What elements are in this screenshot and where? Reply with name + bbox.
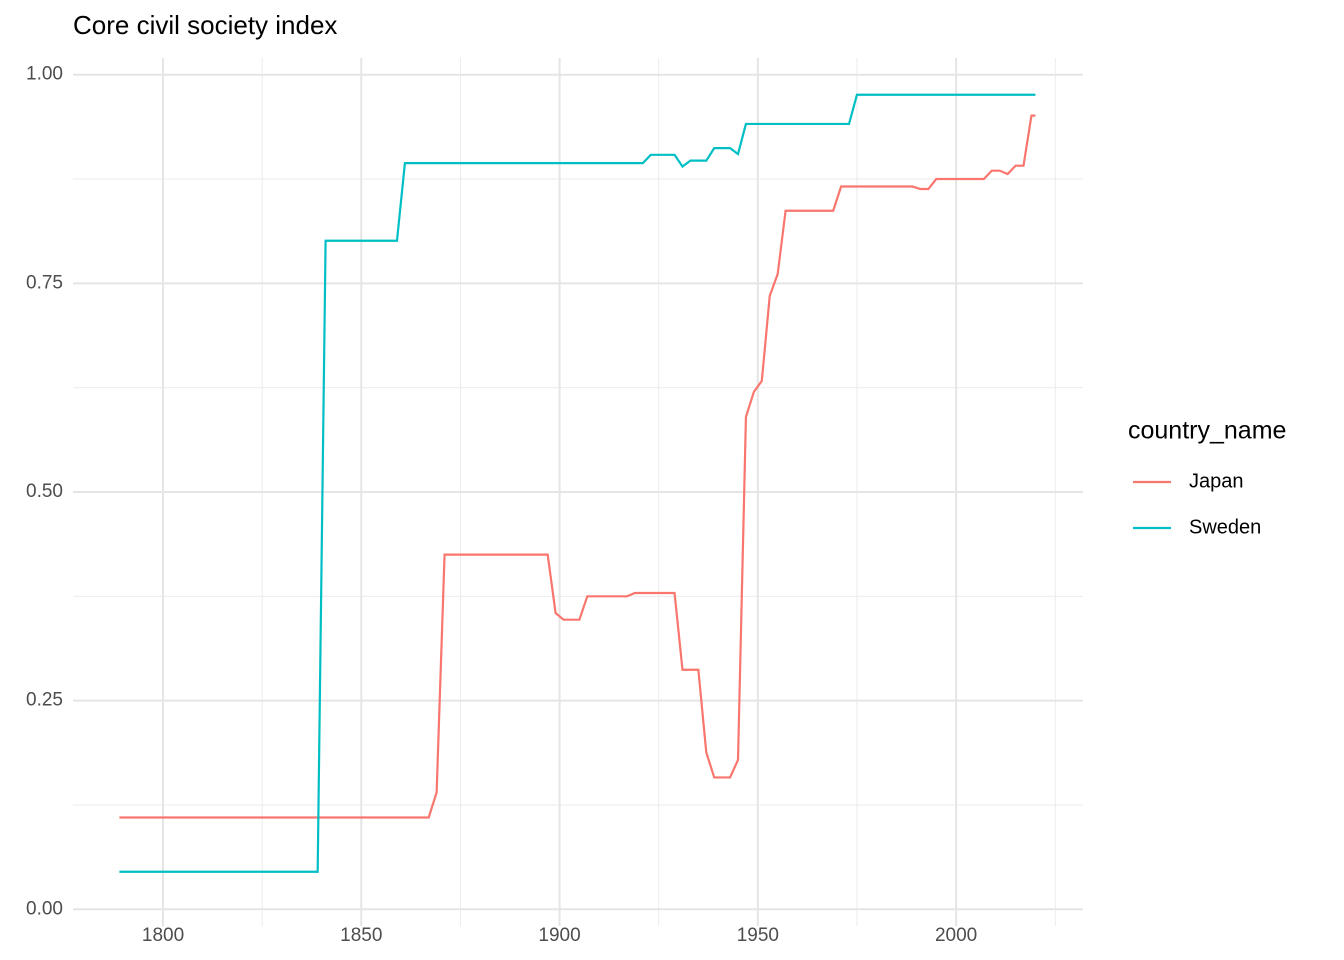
y-tick-label: 0.50 bbox=[26, 481, 63, 502]
x-tick-label: 1900 bbox=[538, 925, 580, 946]
series-line bbox=[119, 114, 1036, 819]
x-tick-label: 1800 bbox=[142, 925, 184, 946]
x-tick-label: 1950 bbox=[737, 925, 779, 946]
series-line bbox=[119, 93, 1036, 873]
y-tick-label: 1.00 bbox=[26, 64, 63, 85]
legend-label: Japan bbox=[1189, 470, 1244, 492]
y-tick-label: 0.75 bbox=[26, 272, 63, 293]
legend-label: Sweden bbox=[1189, 516, 1261, 538]
chart-title: Core civil society index bbox=[73, 10, 337, 40]
y-tick-label: 0.00 bbox=[26, 898, 63, 919]
x-tick-label: 1850 bbox=[340, 925, 382, 946]
x-tick-label: 2000 bbox=[935, 925, 977, 946]
y-tick-label: 0.25 bbox=[26, 690, 63, 711]
legend-title: country_name bbox=[1128, 417, 1286, 445]
